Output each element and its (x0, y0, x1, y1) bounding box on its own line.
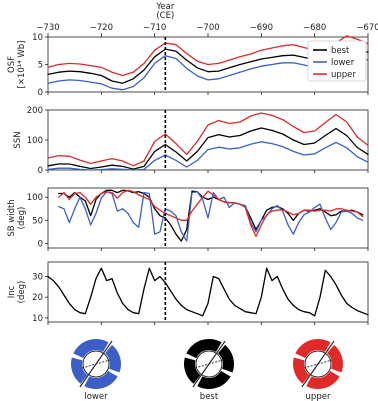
y-axis-label: Inc (7, 285, 17, 298)
top-x-axis: −730 −720 −710 −700 −690 −680 −670 (36, 23, 378, 37)
ring-segment (183, 357, 201, 384)
series-best (47, 267, 369, 317)
series-upper (58, 189, 364, 238)
ring-segment (306, 371, 340, 389)
ring-segment (84, 371, 118, 389)
diagram-best: best (183, 338, 234, 401)
legend-box (307, 40, 367, 82)
top-x-tick-label: −670 (356, 23, 378, 33)
top-x-tick-label: −720 (90, 23, 113, 33)
y-axis-label: OSF (7, 56, 17, 73)
top-x-tick-label: −700 (196, 23, 219, 33)
y-axis-unit: (deg) (17, 281, 27, 304)
y-tick-label: 10 (32, 33, 43, 43)
ring-segment (105, 344, 121, 373)
y-tick-label: 30 (32, 272, 43, 282)
diagram-upper: upper (292, 338, 343, 401)
y-tick-label: 0 (38, 166, 43, 176)
y-tick-label: 0 (38, 239, 43, 249)
top-x-tick-label: −690 (250, 23, 273, 33)
series-upper (47, 112, 369, 167)
series-lower (58, 191, 364, 242)
panel-sbw: 0 50 100 SB width (deg) (7, 187, 369, 251)
diagram-label-lower: lower (84, 392, 108, 401)
legend-label-best: best (331, 46, 350, 56)
magnetic-diagrams: lower best upper (70, 338, 343, 401)
diagram-lower: lower (70, 338, 121, 401)
panel-osf: 0 5 10 OSF [×10¹⁴ Wb] best lower upper (7, 33, 369, 98)
x-axis-unit: (CE) (156, 11, 174, 21)
y-tick-label: 100 (27, 136, 43, 146)
ring-segment (186, 338, 222, 359)
y-tick-label: 5 (38, 61, 43, 71)
ring-segment (327, 344, 343, 373)
y-axis-label: SB width (7, 199, 17, 236)
current-sheet-line (81, 359, 111, 369)
top-x-tick-label: −730 (36, 23, 59, 33)
y-axis-unit: [×10¹⁴ Wb] (17, 41, 27, 89)
legend-label-lower: lower (331, 58, 355, 68)
current-sheet-line (303, 359, 333, 369)
y-tick-label: 10 (32, 314, 43, 324)
ring-segment (218, 344, 234, 373)
top-x-tick-label: −710 (143, 23, 166, 33)
y-tick-label: 50 (32, 216, 43, 226)
ring-segment (292, 357, 310, 384)
ring-segment (295, 338, 331, 359)
y-tick-label: 200 (27, 106, 43, 116)
y-tick-label: 0 (38, 88, 43, 98)
panel-inc: 10 20 30 Inc (deg) (7, 261, 369, 325)
series-best (47, 127, 369, 170)
plot-frame (47, 261, 369, 323)
y-axis-unit: (deg) (17, 207, 27, 230)
y-axis-label: SSN (13, 131, 23, 148)
ring-segment (73, 338, 109, 359)
y-tick-label: 100 (27, 193, 43, 203)
x-axis-label: Year (155, 2, 175, 12)
top-x-tick-label: −680 (303, 23, 326, 33)
ring-segment (197, 371, 231, 389)
legend-label-upper: upper (331, 70, 356, 80)
diagram-label-upper: upper (306, 392, 331, 401)
ring-segment (70, 357, 88, 384)
diagram-label-best: best (200, 392, 219, 401)
series-lower (47, 141, 369, 171)
series-best (58, 189, 364, 242)
y-tick-label: 20 (32, 293, 43, 303)
panel-ssn: 0 100 200 SSN (13, 106, 369, 176)
current-sheet-line (194, 359, 224, 369)
